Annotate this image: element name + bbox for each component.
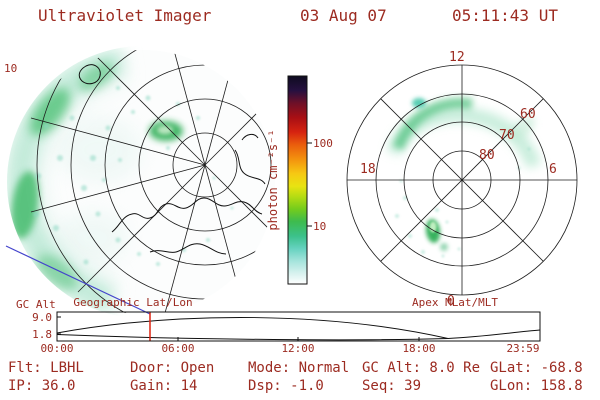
geo-terminator-line xyxy=(5,245,151,315)
geo-aurora-speckles xyxy=(33,86,234,266)
mlat-label-60: 60 xyxy=(520,107,536,122)
status-glat: GLat: -68.8 xyxy=(490,360,583,376)
apex-panel-title: Apex MLat/MLT xyxy=(412,296,498,309)
xtick-1800: 18:00 xyxy=(402,342,435,355)
xtick-1200: 12:00 xyxy=(281,342,314,355)
status-bar: Flt: LBHL Door: Open Mode: Normal GC Alt… xyxy=(8,360,583,394)
colorbar-label: photon cm⁻²s⁻¹ xyxy=(266,129,280,230)
xtick-2359: 23:59 xyxy=(506,342,539,355)
geo-panel-title: Geographic Lat/Lon xyxy=(73,296,192,309)
status-glon: GLon: 158.8 xyxy=(490,378,583,394)
clock-label-0: 0 xyxy=(447,294,455,309)
header: Ultraviolet Imager 03 Aug 07 05:11:43 UT xyxy=(38,6,558,25)
apex-aurora xyxy=(386,97,542,258)
clock-label-6: 6 xyxy=(549,162,557,177)
mlat-label-80: 80 xyxy=(479,148,495,163)
geo-coastline xyxy=(78,64,266,255)
clock-label-12: 12 xyxy=(449,50,465,65)
status-ip: IP: 36.0 xyxy=(8,378,75,394)
altitude-strip: Geographic Lat/Lon Apex MLat/MLT GC Alt … xyxy=(16,296,541,355)
mlat-label-70: 70 xyxy=(499,128,515,143)
geographic-panel: 10 xyxy=(4,46,275,318)
status-gcalt: GC Alt: 8.0 Re xyxy=(362,360,480,376)
colorbar-tick-100: 100 xyxy=(313,137,333,150)
apex-aurora-speckles xyxy=(395,147,531,258)
strip-ylabel: GC Alt xyxy=(16,298,56,311)
ytick-9: 9.0 xyxy=(32,311,52,324)
geo-aurora xyxy=(7,46,234,318)
date-text: 03 Aug 07 xyxy=(300,6,387,25)
page-title: Ultraviolet Imager xyxy=(38,6,212,25)
colorbar-frame xyxy=(287,75,308,285)
altitude-curve xyxy=(56,317,541,341)
status-gain: Gain: 14 xyxy=(130,378,197,394)
colorbar-tick-10: 10 xyxy=(313,220,326,233)
colorbar-gradient xyxy=(288,76,307,284)
apex-grid xyxy=(346,64,578,296)
status-door: Door: Open xyxy=(130,360,214,376)
time-text: 05:11:43 UT xyxy=(452,6,558,25)
colorbar: 100 10 photon cm⁻²s⁻¹ xyxy=(266,75,333,285)
status-mode: Mode: Normal xyxy=(248,360,349,376)
xtick-0600: 06:00 xyxy=(161,342,194,355)
geo-corner-label: 10 xyxy=(4,62,17,75)
status-flt: Flt: LBHL xyxy=(8,360,84,376)
clock-label-18: 18 xyxy=(360,162,376,177)
apex-panel: 12 18 6 0 80 70 60 xyxy=(346,50,578,309)
status-dsp: Dsp: -1.0 xyxy=(248,378,324,394)
ytick-1-8: 1.8 xyxy=(32,328,52,341)
xtick-0000: 00:00 xyxy=(40,342,73,355)
status-seq: Seq: 39 xyxy=(362,378,421,394)
